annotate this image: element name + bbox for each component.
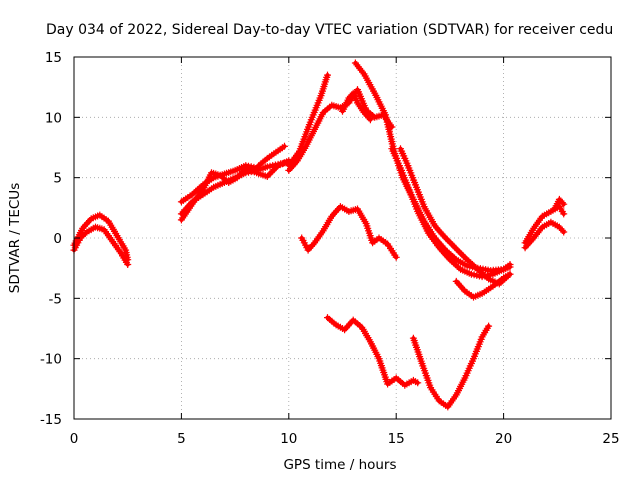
x-tick-label: 20 <box>495 431 512 447</box>
series-plus-markers <box>298 203 400 261</box>
y-axis-label: SDTVAR / TECUs <box>7 183 23 293</box>
series-arc-3b <box>285 71 331 170</box>
x-tick-label: 10 <box>280 431 297 447</box>
series-plus-markers <box>285 71 331 170</box>
x-tick-label: 15 <box>388 431 405 447</box>
series-plus-markers <box>388 145 514 281</box>
x-tick-label: 0 <box>70 431 79 447</box>
series-arc-7b <box>521 203 568 247</box>
y-tick-label: -15 <box>40 412 62 428</box>
series-arc-2d <box>255 142 288 170</box>
series-arc-4d <box>452 270 514 301</box>
y-tick-label: -10 <box>40 352 62 368</box>
series-arc-6a <box>324 314 422 389</box>
series-plus-markers <box>177 162 261 206</box>
series-plus-markers <box>409 322 493 411</box>
x-tick-label: 5 <box>177 431 186 447</box>
y-tick-label: 0 <box>53 231 62 247</box>
y-tick-label: 15 <box>45 50 62 66</box>
series-arc-7c <box>551 195 568 212</box>
chart-title: Day 034 of 2022, Sidereal Day-to-day VTE… <box>46 22 613 38</box>
y-tick-label: -5 <box>49 291 62 307</box>
x-tick-label: 25 <box>602 431 619 447</box>
series-arc-4b <box>388 145 514 281</box>
grid-lines <box>74 57 611 419</box>
series-arc-5 <box>298 203 400 261</box>
series-plus-markers <box>452 270 514 301</box>
series-arc-6b <box>409 322 493 411</box>
series-plus-markers <box>255 142 288 170</box>
series-plus-markers <box>324 314 422 389</box>
y-tick-label: 10 <box>45 110 62 126</box>
y-tick-label: 5 <box>53 171 62 187</box>
x-axis-label: GPS time / hours <box>283 457 396 473</box>
series-plus-markers <box>551 195 568 212</box>
series-plus-markers <box>339 89 374 124</box>
axis-ticks: 0 5 10 15 20 25 15 10 5 0 -5 -10 -15 <box>40 50 620 447</box>
series-plus-markers <box>521 218 568 252</box>
data-series <box>70 59 568 411</box>
series-arc-7a <box>521 218 568 252</box>
series-arc-2c <box>177 162 261 206</box>
series-arc-3c <box>339 89 374 124</box>
